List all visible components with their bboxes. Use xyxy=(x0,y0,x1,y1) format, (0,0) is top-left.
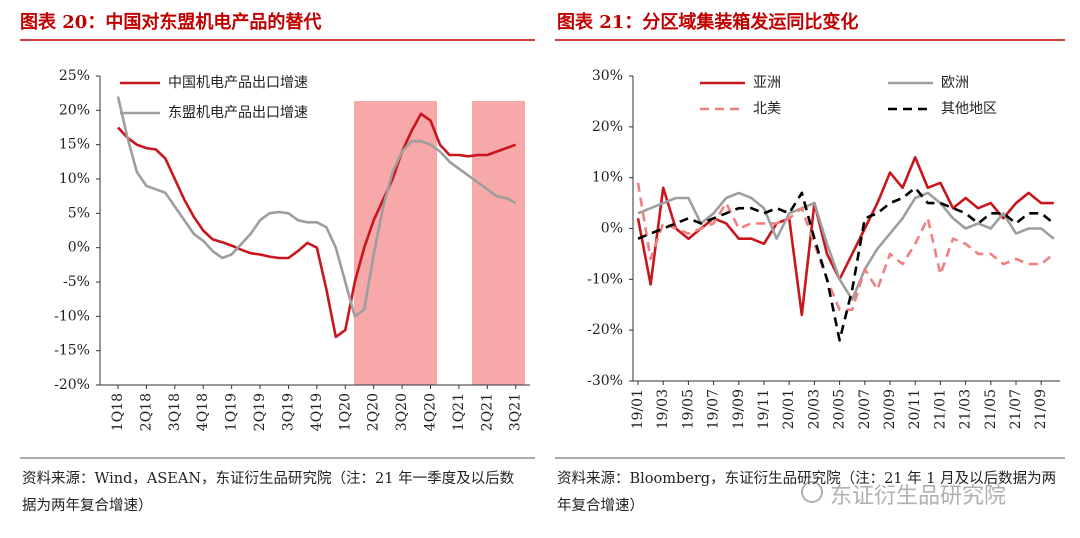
x-tick-label: 3Q18 xyxy=(167,393,183,431)
chart-title: 图表 20：中国对东盟机电产品的替代 xyxy=(20,12,322,33)
y-tick-label: -20% xyxy=(587,322,623,338)
x-tick-label: 4Q20 xyxy=(423,393,439,431)
x-tick-label: 21/01 xyxy=(932,389,948,429)
y-tick-label: -15% xyxy=(54,343,90,359)
x-tick-label: 20/01 xyxy=(781,389,797,429)
x-tick-label: 19/09 xyxy=(731,389,747,429)
highlight-band xyxy=(472,101,525,385)
y-tick-label: 20% xyxy=(59,102,90,118)
y-tick-label: -20% xyxy=(54,377,90,393)
y-tick-label: -5% xyxy=(63,274,90,290)
x-tick-label: 2Q19 xyxy=(252,393,268,431)
x-tick-label: 20/05 xyxy=(832,389,848,429)
x-tick-label: 19/03 xyxy=(655,389,671,429)
x-tick-label: 1Q18 xyxy=(110,393,126,431)
x-tick-label: 21/03 xyxy=(958,389,974,429)
source-note: 资料来源：Bloomberg，东证衍生品研究院（注：21 年 1 月及以后数据为… xyxy=(557,471,1057,514)
x-tick-label: 21/07 xyxy=(1008,389,1024,429)
legend-label: 欧洲 xyxy=(941,75,969,91)
x-tick-label: 1Q21 xyxy=(451,393,467,431)
x-tick-label: 19/01 xyxy=(630,389,646,429)
x-tick-label: 2Q20 xyxy=(366,393,382,431)
x-tick-label: 19/11 xyxy=(756,389,772,429)
x-tick-label: 2Q18 xyxy=(138,393,154,431)
series-line xyxy=(117,112,517,339)
x-tick-label: 2Q21 xyxy=(479,393,495,431)
x-tick-label: 4Q18 xyxy=(195,393,211,431)
y-tick-label: 20% xyxy=(592,119,623,135)
series-line xyxy=(637,191,1055,301)
x-tick-label: 20/03 xyxy=(806,389,822,429)
x-tick-label: 21/09 xyxy=(1033,389,1049,429)
x-tick-label: 1Q20 xyxy=(337,393,353,431)
y-tick-label: 30% xyxy=(592,68,623,84)
series-line xyxy=(116,96,517,318)
x-tick-label: 20/07 xyxy=(857,389,873,429)
watermark: 东证衍生品研究院 xyxy=(830,484,1007,509)
legend-label: 北美 xyxy=(753,101,781,117)
series-line xyxy=(637,186,1055,342)
y-tick-label: 10% xyxy=(592,170,623,186)
y-tick-label: 0% xyxy=(68,240,90,256)
legend-label: 其他地区 xyxy=(941,101,997,117)
x-tick-label: 4Q19 xyxy=(309,393,325,431)
y-tick-label: -10% xyxy=(54,308,90,324)
series-line xyxy=(636,156,1054,317)
y-tick-label: 10% xyxy=(59,171,90,187)
legend-label: 亚洲 xyxy=(753,75,781,91)
x-tick-label: 3Q21 xyxy=(508,393,524,431)
x-tick-label: 3Q20 xyxy=(394,393,410,431)
chart-title: 图表 21：分区域集装箱发运同比变化 xyxy=(557,12,859,33)
y-tick-label: -30% xyxy=(587,373,623,389)
y-tick-label: 15% xyxy=(59,137,90,153)
watermark-icon xyxy=(801,481,823,503)
y-tick-label: 5% xyxy=(68,205,90,221)
x-tick-label: 3Q19 xyxy=(280,393,296,431)
legend-label: 东盟机电产品出口增速 xyxy=(168,105,308,121)
x-tick-label: 1Q19 xyxy=(224,393,240,431)
x-tick-label: 19/07 xyxy=(706,389,722,429)
legend-label: 中国机电产品出口增速 xyxy=(168,75,308,91)
x-tick-label: 21/05 xyxy=(983,389,999,429)
y-tick-label: -10% xyxy=(587,271,623,287)
source-note: 资料来源：Wind，ASEAN，东证衍生品研究院（注：21 年一季度及以后数据为… xyxy=(22,471,515,514)
x-tick-label: 20/11 xyxy=(907,389,923,429)
x-tick-label: 20/09 xyxy=(882,389,898,429)
highlight-band xyxy=(354,101,437,385)
y-tick-label: 25% xyxy=(59,68,90,84)
y-tick-label: 0% xyxy=(601,221,623,237)
x-tick-label: 19/05 xyxy=(680,389,696,429)
